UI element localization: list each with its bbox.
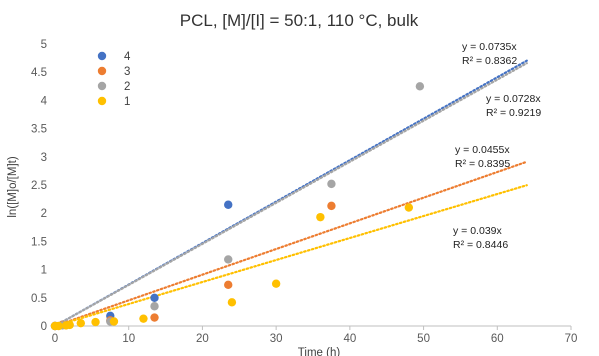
data-point-series-3 [224,280,233,290]
legend-label-series-1: 1 [124,96,130,108]
legend-marker-series-3 [97,66,107,76]
trendline-r2-series-2: R² = 0.9219 [486,107,541,119]
data-point-series-1 [65,320,74,330]
data-point-series-2 [224,255,233,264]
y-tick-label: 4.5 [31,67,47,79]
legend-label-series-3: 3 [124,66,130,78]
x-tick-label: 0 [52,333,58,345]
y-tick-label: 1 [41,265,47,277]
trendline-r2-series-1: R² = 0.8446 [453,239,508,251]
legend-marker-series-1 [97,96,107,106]
data-point-series-1 [139,314,148,323]
data-point-series-2 [415,82,425,91]
trendline-equation-series-2: y = 0.0728x [486,93,541,105]
data-point-series-4 [224,200,233,209]
data-point-series-1 [404,203,414,212]
x-tick-label: 30 [270,333,283,345]
legend-marker-series-2 [97,81,107,91]
data-point-series-1 [91,317,100,327]
trendline-equation-series-1: y = 0.039x [453,225,502,237]
y-axis-label: ln([M]o/[M]t) [7,156,19,218]
chart-title: PCL, [M]/[I] = 50:1, 110 °C, bulk [180,11,419,30]
y-tick-label: 2 [41,208,47,220]
data-point-series-1 [271,279,281,288]
x-tick-label: 60 [491,333,504,345]
x-tick-label: 10 [122,333,135,345]
y-tick-label: 1.5 [31,236,47,248]
trendline-series-1 [53,184,528,328]
data-point-series-1 [227,298,237,307]
y-tick-label: 3 [41,152,47,164]
legend-marker-series-4 [97,51,107,61]
legend-label-series-2: 2 [124,81,130,93]
data-point-series-3 [150,313,159,322]
trendline-series-3 [53,160,528,328]
data-point-series-1 [54,321,63,331]
x-tick-label: 20 [196,333,209,345]
data-point-series-2 [150,302,159,311]
legend-label-series-4: 4 [124,51,131,63]
x-tick-label: 70 [565,333,578,345]
data-point-series-1 [316,212,325,222]
data-point-series-4 [150,293,159,302]
data-point-series-1 [109,317,119,326]
x-tick-label: 50 [417,333,430,345]
x-tick-label: 40 [343,333,356,345]
data-point-series-3 [327,201,336,211]
trendline-equation-series-3: y = 0.0455x [455,144,510,156]
x-axis-label: Time (h) [298,347,341,356]
y-tick-label: 5 [41,39,47,51]
y-tick-label: 4 [41,95,48,107]
y-tick-label: 0 [41,321,47,333]
trendline-series-2 [53,62,528,328]
y-tick-label: 2.5 [31,180,47,192]
trendline-r2-series-3: R² = 0.8395 [455,158,510,170]
y-tick-label: 0.5 [31,293,47,305]
y-tick-label: 3.5 [31,124,47,136]
trendline-r2-series-4: R² = 0.8362 [462,55,517,67]
trendline-equation-series-4: y = 0.0735x [462,41,517,53]
data-point-series-1 [76,318,86,328]
data-point-series-2 [327,179,336,189]
